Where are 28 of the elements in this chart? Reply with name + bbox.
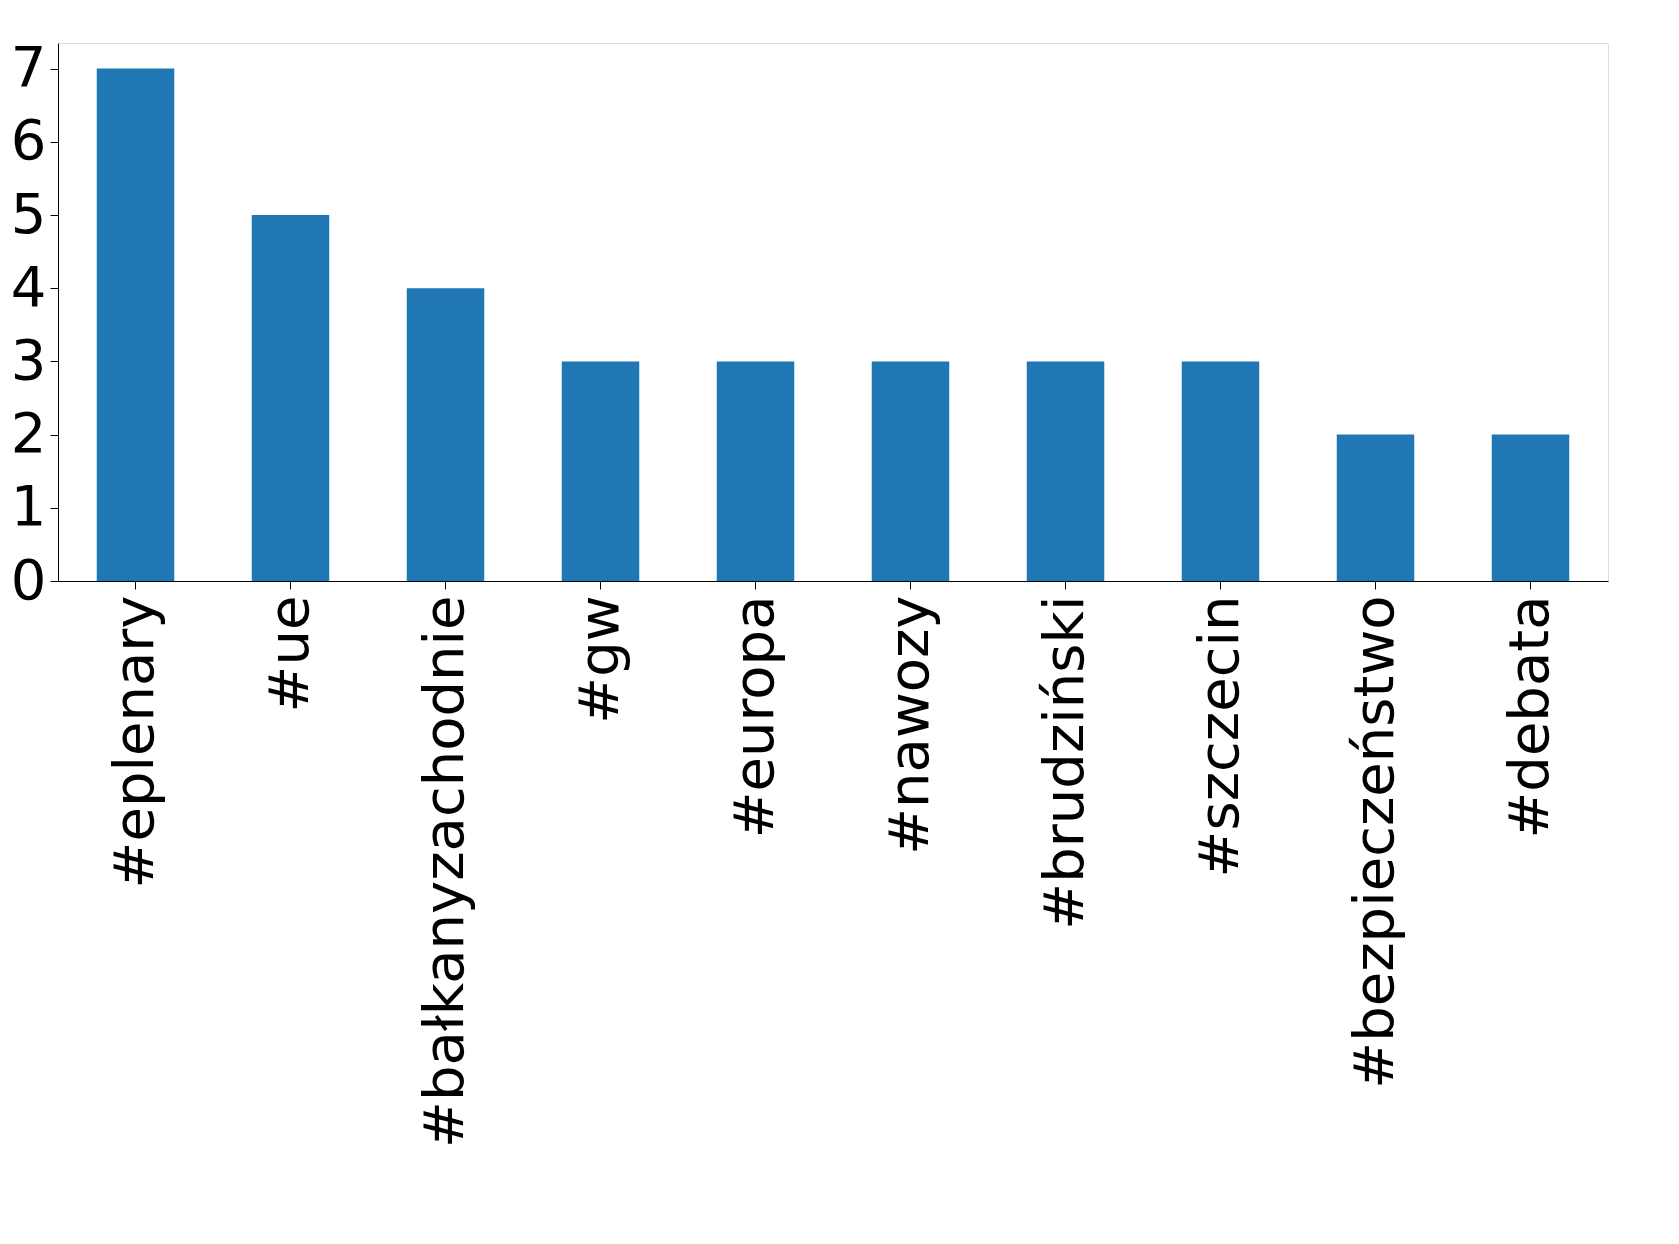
x-tick-label: #brudziński [1030,595,1096,930]
bar [1336,434,1415,581]
bar [561,361,640,581]
bar [871,361,950,581]
y-tick-label: 2 [10,400,47,466]
y-tick-label: 3 [10,326,47,392]
bar [716,361,795,581]
bar [1181,361,1260,581]
y-tick-label: 5 [10,180,47,246]
bar [96,68,175,581]
bar [1026,361,1105,581]
x-tick-label: #europa [720,595,786,839]
x-tick-label: #bezpieczeństwo [1340,595,1406,1089]
x-tick-label: #szczecin [1185,595,1251,878]
x-tick-label: #nawozy [875,595,941,855]
x-tick-label: #eplenary [100,595,166,889]
x-tick-label: #ue [255,595,321,713]
bar [1491,434,1570,581]
y-tick-label: 0 [10,546,47,612]
bar [251,215,330,581]
y-tick-label: 7 [10,34,47,100]
x-tick-label: #debata [1495,595,1561,839]
bar [406,288,485,581]
x-tick-label: #gw [565,595,631,724]
y-tick-label: 1 [10,473,47,539]
x-tick-label: #bałkanyzachodnie [410,595,476,1148]
y-tick-label: 4 [10,253,47,319]
y-tick-label: 6 [10,107,47,173]
